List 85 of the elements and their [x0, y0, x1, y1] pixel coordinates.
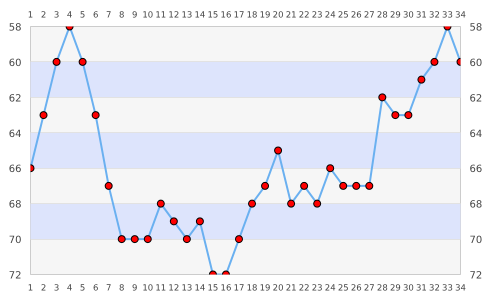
x-tick-label: 30	[402, 10, 414, 20]
y2-tick-label: 62	[470, 93, 482, 104]
x2-tick-label: 27	[364, 284, 375, 294]
x2-tick-label: 19	[260, 284, 270, 294]
line-series	[30, 26, 460, 274]
x-tick-label: 16	[220, 10, 232, 20]
x-tick-label: 20	[272, 10, 284, 20]
y-tick-label: 64	[8, 128, 22, 140]
x2-tick-label: 30	[402, 284, 414, 294]
x2-tick-label: 1	[28, 284, 34, 294]
y-tick-label: 62	[8, 93, 22, 104]
y2-tick-label: 58	[470, 22, 482, 34]
x-tick-label: 15	[208, 10, 218, 20]
x2-tick-label: 17	[234, 284, 244, 294]
x-tick-label: 26	[350, 10, 362, 20]
x2-tick-label: 25	[338, 284, 349, 294]
x-tick-label: 4	[66, 10, 72, 20]
x-tick-label: 27	[364, 10, 375, 20]
x-tick-label: 11	[155, 10, 166, 20]
y2-tick-label: 72	[470, 270, 482, 282]
x-tick-label: 25	[338, 10, 349, 20]
x2-tick-label: 4	[66, 284, 72, 294]
x-tick-label: 18	[246, 10, 258, 20]
y-tick-label: 66	[8, 164, 22, 176]
x2-tick-label: 10	[142, 284, 154, 294]
x-tick-label: 19	[260, 10, 270, 20]
x2-tick-label: 16	[220, 284, 232, 294]
x-tick-label: 23	[312, 10, 323, 20]
y-tick-label: 68	[8, 200, 22, 211]
x2-tick-label: 5	[80, 284, 86, 294]
y2-tick-label: 60	[470, 58, 482, 69]
x-tick-label: 24	[324, 10, 336, 20]
x2-tick-label: 2	[40, 284, 46, 294]
x-tick-label: 7	[106, 10, 112, 20]
x2-tick-label: 22	[298, 284, 310, 294]
x-tick-label: 28	[376, 10, 388, 20]
x2-tick-label: 20	[272, 284, 284, 294]
x2-tick-label: 9	[132, 284, 138, 294]
y2-tick-label: 70	[470, 235, 482, 246]
y2-tick-label: 64	[470, 128, 482, 140]
x-tick-label: 9	[132, 10, 138, 20]
x-tick-label: 6	[92, 10, 98, 20]
x2-tick-label: 12	[168, 284, 180, 294]
x-tick-label: 8	[119, 10, 124, 20]
x2-tick-label: 11	[155, 284, 166, 294]
x-tick-label: 34	[455, 10, 466, 20]
x2-tick-label: 21	[286, 284, 297, 294]
x-tick-label: 12	[168, 10, 180, 20]
y-tick-label: 72	[8, 270, 22, 282]
x2-tick-label: 26	[350, 284, 362, 294]
x-tick-label: 32	[429, 10, 440, 20]
y-tick-label: 58	[8, 22, 22, 34]
x2-tick-label: 13	[181, 284, 192, 294]
x2-tick-label: 31	[416, 284, 427, 294]
x-tick-label: 22	[298, 10, 310, 20]
x2-tick-label: 28	[376, 284, 388, 294]
x2-tick-label: 29	[390, 284, 401, 294]
x2-tick-label: 6	[92, 284, 98, 294]
x-tick-label: 3	[54, 10, 60, 20]
x-tick-label: 29	[390, 10, 401, 20]
y2-tick-label: 66	[470, 164, 482, 176]
x2-tick-label: 8	[119, 284, 124, 294]
x2-tick-label: 3	[54, 284, 60, 294]
x2-tick-label: 15	[208, 284, 218, 294]
x2-tick-label: 7	[106, 284, 112, 294]
x2-tick-label: 33	[442, 284, 453, 294]
x-tick-label: 31	[416, 10, 427, 20]
x-tick-label: 1	[28, 10, 34, 20]
x2-tick-label: 18	[246, 284, 258, 294]
x2-tick-label: 14	[194, 284, 206, 294]
x-tick-label: 21	[286, 10, 297, 20]
x2-tick-label: 24	[324, 284, 336, 294]
x-tick-label: 2	[40, 10, 46, 20]
y2-tick-label: 68	[470, 200, 482, 211]
x-tick-label: 13	[181, 10, 192, 20]
x2-tick-label: 32	[429, 284, 440, 294]
x-tick-label: 14	[194, 10, 206, 20]
y-tick-label: 70	[8, 235, 22, 246]
x2-tick-label: 34	[455, 284, 466, 294]
x-tick-label: 33	[442, 10, 453, 20]
x2-tick-label: 23	[312, 284, 323, 294]
x-tick-label: 10	[142, 10, 154, 20]
x-tick-label: 5	[80, 10, 86, 20]
y-tick-label: 60	[8, 58, 22, 69]
x-tick-label: 17	[234, 10, 244, 20]
